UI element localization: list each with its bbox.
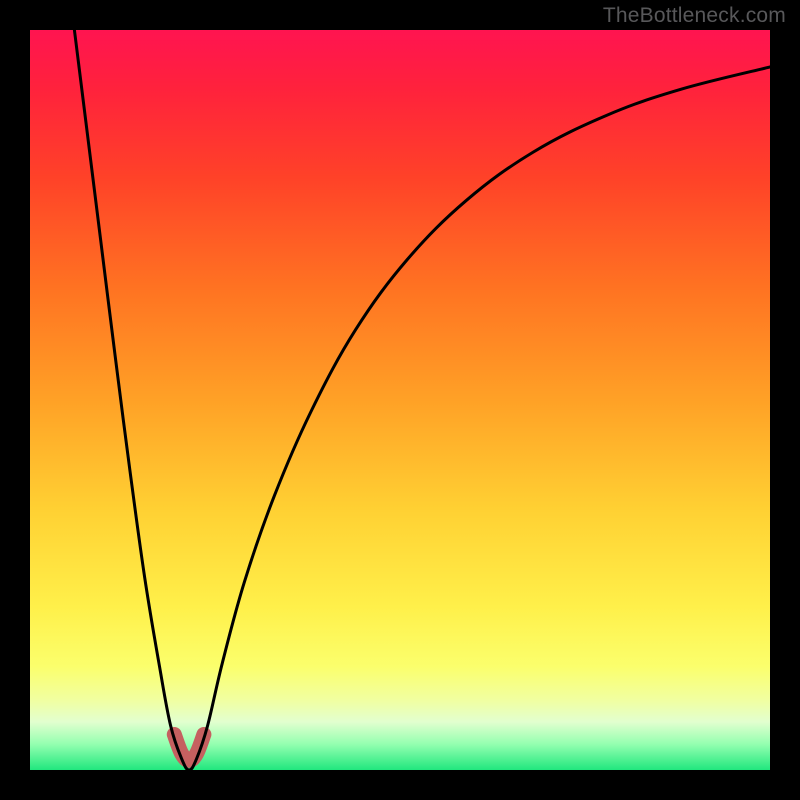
chart-gradient-background [30,30,770,770]
chart-container [0,0,800,800]
bottleneck-curve-chart [0,0,800,800]
watermark-text: TheBottleneck.com [603,4,786,28]
